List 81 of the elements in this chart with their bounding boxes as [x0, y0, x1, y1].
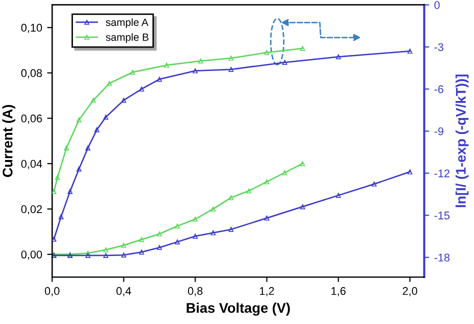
- point: [103, 247, 108, 252]
- point: [198, 58, 204, 64]
- line-series: [52, 48, 412, 242]
- point: [103, 252, 108, 258]
- point: [407, 48, 412, 54]
- point: [85, 252, 90, 258]
- y2-axis-title: ln[I/ (1-exp (-qV/kT))]: [456, 74, 469, 208]
- point: [156, 231, 162, 236]
- y-axis-title: Current (A): [2, 104, 16, 178]
- point: [68, 188, 73, 194]
- point: [76, 166, 82, 172]
- point: [282, 60, 288, 65]
- point: [336, 192, 341, 198]
- point: [130, 70, 136, 75]
- point: [174, 223, 180, 228]
- point: [210, 206, 216, 212]
- point: [264, 179, 270, 184]
- point: [103, 114, 108, 120]
- point: [210, 230, 216, 236]
- y-tick-label: 0,04: [21, 160, 42, 170]
- point: [139, 237, 144, 242]
- point: [121, 252, 126, 258]
- y-tick-label: 0,02: [21, 205, 42, 214]
- point: [372, 182, 377, 187]
- point: [52, 236, 56, 242]
- point: [228, 56, 234, 61]
- x-tick-label: 1,2: [260, 287, 274, 296]
- point: [192, 234, 198, 239]
- line-series: [52, 161, 306, 257]
- point: [64, 145, 69, 150]
- point: [76, 117, 82, 122]
- point: [228, 66, 234, 72]
- point: [264, 216, 270, 221]
- y-tick-label: 0,00: [21, 250, 42, 260]
- point: [156, 245, 162, 250]
- point: [192, 68, 198, 74]
- point: [192, 216, 198, 222]
- point: [106, 80, 112, 86]
- point: [228, 226, 234, 232]
- y2-tick-label: -3: [434, 43, 444, 52]
- point: [52, 188, 56, 194]
- point: [139, 250, 144, 255]
- point: [300, 161, 306, 166]
- x-axis-title: Bias Voltage (V): [186, 302, 290, 316]
- point: [300, 204, 306, 210]
- point: [139, 86, 144, 92]
- point: [300, 46, 306, 51]
- point: [121, 98, 126, 103]
- y2-tick-label: -9: [434, 127, 444, 136]
- x-tick-label: 1,6: [331, 287, 346, 296]
- x-tick-label: 0,8: [188, 287, 202, 296]
- legend-label: sample A: [106, 18, 148, 28]
- point: [90, 98, 96, 103]
- point: [246, 188, 252, 194]
- point: [264, 50, 270, 56]
- line-series: [52, 46, 306, 194]
- point: [156, 76, 162, 82]
- y2-tick-label: -12: [434, 169, 450, 178]
- x-tick-label: 0,4: [116, 287, 132, 296]
- point: [174, 239, 180, 244]
- y-tick-label: 0,06: [21, 114, 42, 124]
- y2-tick-label: -15: [434, 212, 450, 220]
- point: [121, 242, 126, 248]
- y2-tick-label: -6: [434, 85, 444, 94]
- point: [228, 195, 234, 200]
- y2-tick-label: -18: [434, 254, 450, 262]
- line-series: [52, 169, 412, 258]
- point: [94, 127, 100, 132]
- point: [58, 214, 64, 220]
- point: [407, 169, 412, 174]
- point: [282, 170, 288, 176]
- y-tick-label: 0,10: [21, 24, 42, 33]
- x-tick-label: 0,0: [44, 287, 60, 296]
- point: [336, 54, 341, 60]
- x-tick-label: 2,0: [402, 287, 418, 296]
- point: [85, 145, 90, 150]
- y2-tick-label: 0: [434, 1, 440, 9]
- point: [164, 62, 170, 68]
- point: [55, 174, 60, 180]
- legend-label: sample B: [106, 33, 148, 43]
- y-tick-label: 0,08: [21, 69, 42, 78]
